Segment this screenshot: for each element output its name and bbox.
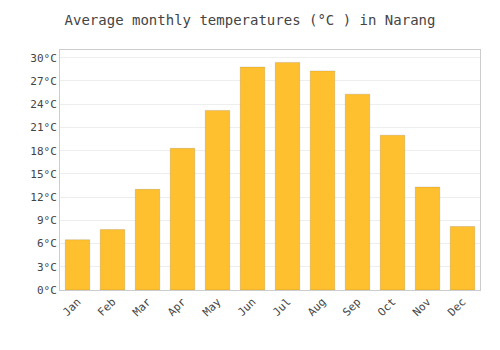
svg-text:May: May [200, 295, 224, 319]
svg-text:15°C: 15°C [30, 168, 57, 181]
svg-text:3°C: 3°C [37, 261, 57, 274]
svg-text:Oct: Oct [375, 296, 398, 319]
svg-text:0°C: 0°C [37, 284, 57, 297]
svg-text:Dec: Dec [445, 296, 468, 319]
svg-text:9°C: 9°C [37, 214, 57, 227]
svg-text:Aug: Aug [305, 296, 328, 319]
svg-text:27°C: 27°C [30, 75, 57, 88]
svg-text:12°C: 12°C [30, 191, 57, 204]
svg-text:Average monthly temperatures (: Average monthly temperatures (°C ) in Na… [65, 12, 436, 28]
svg-text:Apr: Apr [165, 295, 189, 319]
svg-text:6°C: 6°C [37, 237, 57, 250]
svg-text:Nov: Nov [410, 295, 434, 319]
svg-text:Jul: Jul [270, 296, 293, 319]
svg-text:21°C: 21°C [30, 121, 57, 134]
svg-text:Feb: Feb [95, 296, 118, 319]
svg-text:24°C: 24°C [30, 98, 57, 111]
svg-text:Jan: Jan [60, 296, 83, 319]
svg-text:Mar: Mar [130, 295, 154, 319]
svg-text:Sep: Sep [340, 296, 363, 319]
svg-text:Jun: Jun [235, 296, 258, 319]
svg-text:30°C: 30°C [30, 52, 57, 65]
svg-text:18°C: 18°C [30, 145, 57, 158]
